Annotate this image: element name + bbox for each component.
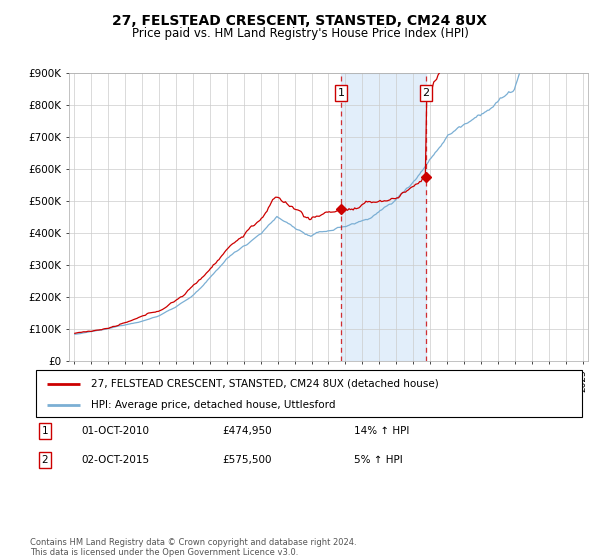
Text: 01-OCT-2010: 01-OCT-2010 xyxy=(81,426,149,436)
Text: HPI: Average price, detached house, Uttlesford: HPI: Average price, detached house, Uttl… xyxy=(91,400,335,410)
Text: 27, FELSTEAD CRESCENT, STANSTED, CM24 8UX: 27, FELSTEAD CRESCENT, STANSTED, CM24 8U… xyxy=(113,14,487,28)
Text: £474,950: £474,950 xyxy=(222,426,272,436)
Text: 02-OCT-2015: 02-OCT-2015 xyxy=(81,455,149,465)
Text: 14% ↑ HPI: 14% ↑ HPI xyxy=(354,426,409,436)
Text: 2: 2 xyxy=(41,455,49,465)
Text: Contains HM Land Registry data © Crown copyright and database right 2024.
This d: Contains HM Land Registry data © Crown c… xyxy=(30,538,356,557)
Text: 1: 1 xyxy=(41,426,49,436)
Text: £575,500: £575,500 xyxy=(222,455,271,465)
Text: 5% ↑ HPI: 5% ↑ HPI xyxy=(354,455,403,465)
Text: 1: 1 xyxy=(338,88,345,98)
Text: Price paid vs. HM Land Registry's House Price Index (HPI): Price paid vs. HM Land Registry's House … xyxy=(131,27,469,40)
Text: 27, FELSTEAD CRESCENT, STANSTED, CM24 8UX (detached house): 27, FELSTEAD CRESCENT, STANSTED, CM24 8U… xyxy=(91,379,439,389)
Bar xyxy=(341,73,426,361)
Text: 2: 2 xyxy=(422,88,430,98)
